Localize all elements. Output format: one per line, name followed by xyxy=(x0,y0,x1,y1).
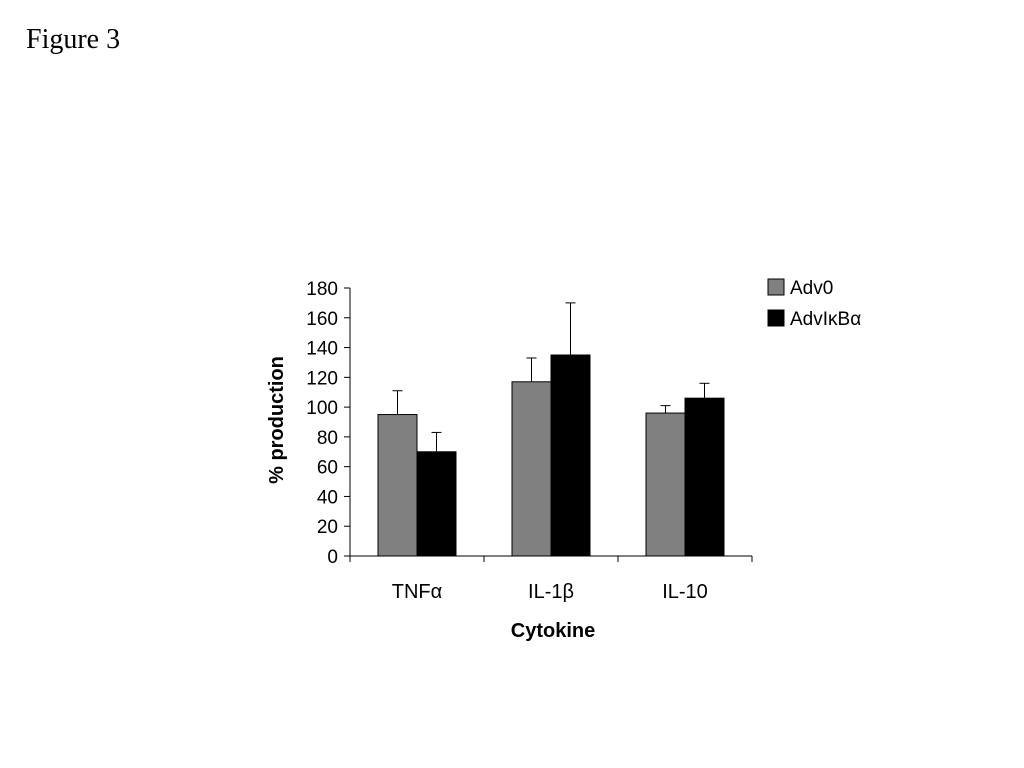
bar-advikba xyxy=(684,397,725,557)
bar-adv0 xyxy=(377,414,418,557)
y-tick-label: 60 xyxy=(317,458,338,479)
error-bars xyxy=(392,302,710,452)
bar-advikba xyxy=(416,451,457,557)
y-tick-label: 140 xyxy=(306,339,338,360)
legend-swatch xyxy=(767,309,785,327)
bars xyxy=(377,354,725,557)
y-tick-label: 180 xyxy=(306,279,338,300)
y-tick-label: 20 xyxy=(317,517,338,538)
category-label: TNFα xyxy=(392,581,442,603)
y-axis: 0 20 40 60 80 100 120 140 160 180 xyxy=(306,279,351,568)
category-label: IL-1β xyxy=(528,581,574,603)
bar-advikba xyxy=(550,354,591,557)
legend-label: Adv0 xyxy=(790,278,833,299)
y-axis-title: % production xyxy=(266,356,288,484)
y-tick-label: 160 xyxy=(306,309,338,330)
x-axis-title: Cytokine xyxy=(511,620,595,642)
y-tick-label: 100 xyxy=(306,398,338,419)
category-label: IL-10 xyxy=(662,581,708,603)
y-tick-label: 80 xyxy=(317,428,338,449)
legend-label: AdvIκBα xyxy=(790,309,861,330)
legend-swatch xyxy=(767,278,785,296)
bar-adv0 xyxy=(511,381,552,557)
y-tick-label: 0 xyxy=(327,547,338,568)
figure-label: Figure 3 xyxy=(26,24,121,55)
y-tick-label: 120 xyxy=(306,368,338,389)
category-labels: TNFα IL-1β IL-10 xyxy=(392,581,708,603)
y-tick-label: 40 xyxy=(317,487,338,508)
legend: Adv0 AdvIκBα xyxy=(767,278,861,330)
x-axis xyxy=(349,555,753,562)
bar-adv0 xyxy=(645,412,686,557)
